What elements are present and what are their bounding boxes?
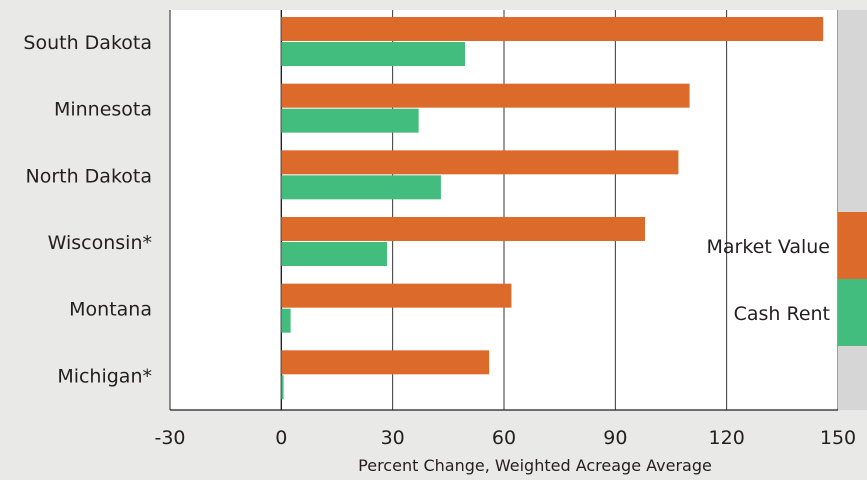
x-tick-label: 90	[603, 427, 627, 449]
bar-market-value	[281, 350, 490, 375]
bar-cash-rent	[281, 242, 388, 266]
x-axis-label: Percent Change, Weighted Acreage Average	[358, 456, 712, 475]
x-tick-label: -30	[154, 427, 185, 449]
legend-swatch	[838, 212, 867, 279]
legend-swatch	[838, 279, 867, 346]
category-label: North Dakota	[26, 165, 153, 187]
axes	[169, 10, 838, 411]
x-tick-label: 0	[275, 427, 287, 449]
x-tick-labels: -30 0 30 60 90 120 150	[154, 427, 856, 449]
x-tick-label: 120	[709, 427, 745, 449]
bars	[281, 17, 824, 400]
bar-market-value	[281, 17, 824, 41]
category-label: Wisconsin*	[48, 232, 152, 254]
category-label: South Dakota	[23, 32, 152, 54]
legend: Market Value Cash Rent	[706, 10, 867, 410]
bar-cash-rent	[281, 175, 441, 200]
legend-label: Cash Rent	[734, 303, 830, 325]
category-label: Michigan*	[57, 365, 152, 387]
x-tick-label: 150	[820, 427, 856, 449]
bar-market-value	[281, 283, 512, 308]
category-label: Montana	[69, 299, 152, 321]
category-label: Minnesota	[54, 99, 152, 121]
x-tick-label: 60	[492, 427, 516, 449]
legend-panel	[838, 10, 867, 410]
bar-market-value	[281, 217, 646, 241]
bar-cash-rent	[281, 42, 466, 66]
legend-label: Market Value	[706, 236, 830, 258]
bar-cash-rent	[281, 375, 284, 400]
bar-market-value	[281, 150, 679, 175]
bar-cash-rent	[281, 308, 291, 333]
x-tick-label: 30	[381, 427, 405, 449]
bar-market-value	[281, 83, 690, 108]
category-labels: South Dakota Minnesota North Dakota Wiscons…	[23, 32, 152, 387]
bar-cash-rent	[281, 108, 419, 133]
